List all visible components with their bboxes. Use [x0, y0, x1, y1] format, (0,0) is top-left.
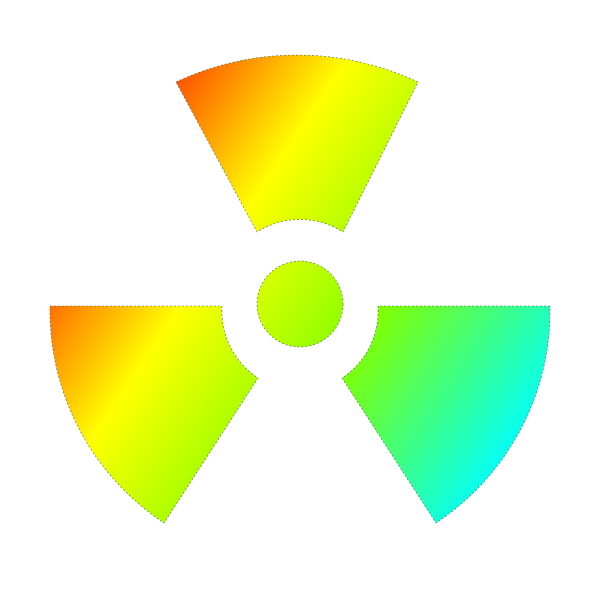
trefoil-blade-right — [341, 305, 551, 524]
trefoil-blade-left — [49, 305, 259, 524]
trefoil-blade-top — [175, 54, 419, 233]
trefoil-center-hub — [256, 260, 344, 348]
